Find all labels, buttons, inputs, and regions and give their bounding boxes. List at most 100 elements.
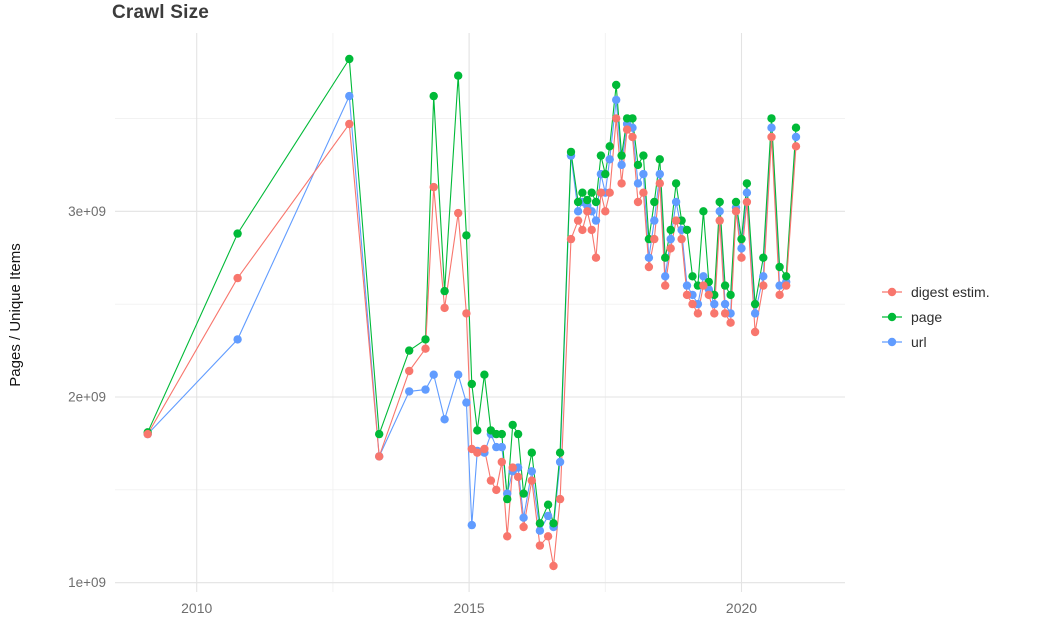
series-point-url bbox=[454, 370, 463, 379]
series-point-url bbox=[497, 442, 506, 452]
series-point-digest-estim bbox=[345, 119, 354, 129]
series-point-digest-estim bbox=[715, 216, 724, 225]
series-point-digest-estim bbox=[704, 290, 713, 300]
series-point-digest-estim bbox=[583, 207, 592, 216]
series-point-url bbox=[527, 467, 536, 476]
series-point-page bbox=[720, 281, 730, 290]
series-point-url bbox=[759, 272, 768, 281]
series-point-digest-estim bbox=[655, 179, 664, 188]
series-point-digest-estim bbox=[421, 344, 430, 353]
series-point-page bbox=[639, 151, 648, 160]
grid-layer bbox=[115, 33, 845, 592]
series-point-digest-estim bbox=[473, 448, 482, 457]
series-point-digest-estim bbox=[143, 429, 152, 439]
series-point-page bbox=[462, 231, 471, 240]
series-point-url bbox=[605, 155, 614, 164]
series-point-digest-estim bbox=[688, 299, 697, 309]
legend: digest estim. page url bbox=[880, 283, 990, 350]
series-point-url bbox=[791, 132, 801, 142]
series-point-url bbox=[612, 95, 621, 105]
series-point-digest-estim bbox=[671, 216, 681, 225]
series-point-page bbox=[480, 370, 489, 379]
series-point-url bbox=[519, 513, 528, 522]
series-point-url bbox=[775, 281, 784, 290]
series-point-digest-estim bbox=[782, 281, 791, 290]
series-point-url bbox=[429, 370, 438, 379]
series-point-page bbox=[661, 253, 670, 262]
series-point-digest-estim bbox=[661, 281, 670, 290]
series-point-page bbox=[737, 234, 746, 244]
legend-item-page: page bbox=[880, 308, 990, 325]
series-layer bbox=[143, 54, 801, 571]
series-point-digest-estim bbox=[612, 114, 621, 123]
series-point-page bbox=[421, 335, 430, 344]
series-point-digest-estim bbox=[480, 444, 489, 454]
series-point-page bbox=[527, 448, 536, 457]
legend-key-digest-estim-icon bbox=[882, 287, 902, 296]
y-tick-label: 3e+09 bbox=[68, 204, 106, 219]
series-point-page bbox=[791, 123, 801, 132]
series-point-url bbox=[655, 169, 664, 179]
series-point-digest-estim bbox=[543, 532, 553, 541]
series-point-digest-estim bbox=[549, 561, 558, 571]
series-point-url bbox=[467, 520, 476, 530]
legend-key-url-icon bbox=[882, 337, 902, 346]
series-point-page bbox=[715, 197, 724, 207]
series-point-page bbox=[767, 114, 776, 123]
y-axis-label: Pages / Unique Items bbox=[7, 243, 24, 386]
series-point-url bbox=[233, 335, 242, 344]
series-point-page bbox=[549, 519, 558, 528]
series-point-digest-estim bbox=[587, 225, 596, 235]
series-point-page bbox=[440, 286, 449, 296]
series-point-page bbox=[731, 197, 741, 207]
series-point-url bbox=[699, 272, 708, 281]
series-point-digest-estim bbox=[566, 234, 576, 244]
series-point-page bbox=[587, 188, 596, 197]
series-point-url bbox=[345, 91, 354, 101]
x-tick-label: 2020 bbox=[726, 600, 757, 616]
series-point-digest-estim bbox=[767, 132, 776, 142]
series-point-page bbox=[601, 169, 610, 179]
legend-label-page: page bbox=[911, 308, 943, 325]
series-point-digest-estim bbox=[596, 188, 606, 197]
series-point-digest-estim bbox=[731, 207, 741, 216]
series-point-digest-estim bbox=[639, 188, 648, 197]
series-point-url bbox=[715, 207, 724, 216]
series-point-page bbox=[519, 489, 528, 498]
series-point-digest-estim bbox=[573, 216, 583, 225]
series-point-digest-estim bbox=[508, 463, 517, 472]
series-point-page bbox=[429, 91, 438, 101]
series-point-page bbox=[503, 494, 512, 504]
series-point-digest-estim bbox=[513, 472, 523, 482]
series-point-url bbox=[617, 160, 626, 170]
legend-label-digest-estim: digest estim. bbox=[911, 283, 990, 300]
series-point-url bbox=[682, 281, 692, 290]
series-point-digest-estim bbox=[666, 244, 675, 253]
series-point-digest-estim bbox=[791, 142, 801, 151]
x-tick-label: 2010 bbox=[181, 600, 212, 616]
series-point-page bbox=[682, 225, 692, 235]
axis-layer: 1e+09 2e+09 3e+09 2010 2015 2020 bbox=[68, 204, 757, 616]
series-point-digest-estim bbox=[617, 179, 626, 188]
series-point-page bbox=[671, 179, 681, 188]
series-point-page bbox=[759, 253, 768, 262]
series-point-digest-estim bbox=[492, 485, 501, 495]
series-point-digest-estim bbox=[405, 366, 414, 376]
series-point-url bbox=[644, 253, 654, 262]
legend-item-url: url bbox=[880, 333, 990, 350]
series-point-digest-estim bbox=[775, 290, 784, 300]
series-point-digest-estim bbox=[737, 253, 746, 262]
series-point-digest-estim bbox=[462, 309, 471, 318]
series-point-url bbox=[710, 299, 719, 309]
series-line-page bbox=[147, 57, 797, 526]
y-tick-label: 1e+09 bbox=[68, 575, 106, 590]
series-point-digest-estim bbox=[710, 309, 719, 318]
series-point-url bbox=[405, 387, 414, 396]
series-point-url bbox=[535, 526, 545, 535]
series-point-page bbox=[566, 147, 576, 157]
series-point-page bbox=[726, 290, 735, 300]
series-point-digest-estim bbox=[726, 318, 735, 327]
series-point-digest-estim bbox=[591, 253, 601, 262]
series-point-page bbox=[688, 272, 697, 281]
